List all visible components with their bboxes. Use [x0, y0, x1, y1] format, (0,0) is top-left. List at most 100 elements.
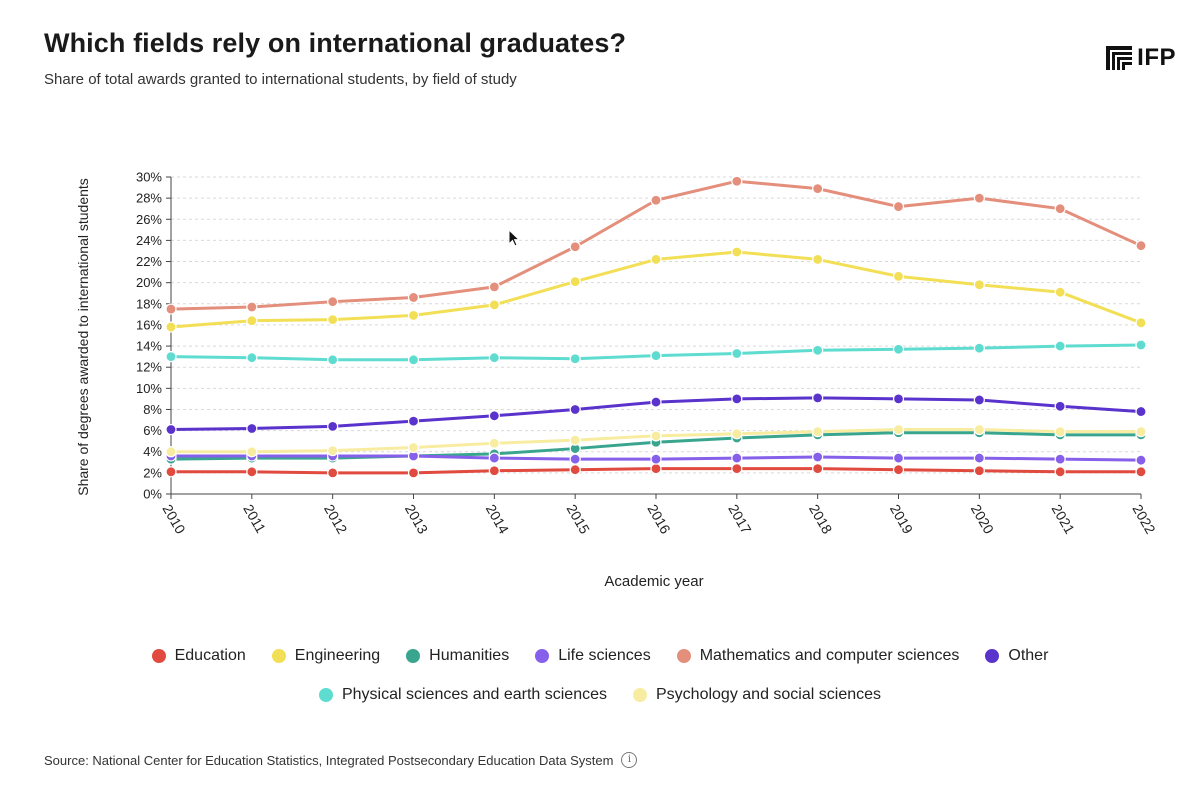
legend-label: Engineering	[294, 647, 381, 664]
y-tick-label: 14%	[136, 339, 162, 354]
data-point-engineering	[731, 246, 743, 258]
x-tick-label: 2019	[887, 502, 917, 537]
y-tick-label: 10%	[136, 381, 162, 396]
y-tick-label: 12%	[136, 360, 162, 375]
data-point-life-sciences	[1135, 454, 1147, 466]
data-point-engineering	[246, 315, 258, 327]
data-point-life-sciences	[973, 452, 985, 464]
y-tick-label: 16%	[136, 317, 162, 332]
data-point-psychology-and-social-sciences	[488, 437, 500, 449]
legend-swatch	[271, 649, 286, 663]
data-point-education	[327, 467, 339, 479]
data-point-mathematics-and-computer-sciences	[569, 241, 581, 253]
y-axis-title: Share of degrees awarded to internationa…	[75, 178, 91, 496]
legend-item[interactable]: Physical sciences and earth sciences	[318, 686, 607, 704]
data-point-mathematics-and-computer-sciences	[892, 200, 905, 213]
y-tick-label: 0%	[143, 487, 162, 502]
y-tick-label: 22%	[136, 254, 162, 269]
legend-item[interactable]: Humanities	[406, 647, 509, 665]
y-tick-label: 18%	[136, 296, 162, 311]
data-point-life-sciences	[650, 453, 662, 465]
data-point-physical-sciences-and-earth-sciences	[246, 352, 258, 364]
x-tick-label: 2011	[240, 502, 269, 536]
x-tick-label: 2012	[321, 502, 351, 537]
data-point-engineering	[650, 253, 662, 266]
data-point-education	[1054, 466, 1066, 478]
mouse-cursor-icon	[508, 229, 521, 247]
data-point-mathematics-and-computer-sciences	[812, 183, 824, 195]
y-tick-label: 2%	[143, 465, 162, 480]
legend-label: Education	[174, 647, 246, 664]
y-tick-label: 6%	[143, 423, 162, 438]
chart-legend: Education Engineering Humanities Life scien…	[0, 640, 1200, 718]
data-point-engineering	[407, 309, 420, 322]
data-point-engineering	[165, 321, 177, 333]
data-point-other	[731, 393, 743, 405]
legend-swatch	[151, 649, 166, 663]
data-point-physical-sciences-and-earth-sciences	[1054, 340, 1066, 352]
ifp-logo-mark-icon	[1106, 46, 1133, 70]
data-point-education	[407, 467, 420, 479]
legend-label: Humanities	[429, 647, 510, 664]
data-point-life-sciences	[892, 452, 905, 464]
data-point-education	[812, 463, 824, 475]
y-tick-label: 24%	[136, 233, 162, 248]
data-point-education	[650, 463, 662, 475]
data-point-psychology-and-social-sciences	[569, 434, 581, 446]
data-point-psychology-and-social-sciences	[165, 446, 177, 458]
x-tick-label: 2021	[1049, 502, 1079, 537]
legend-item[interactable]: Life sciences	[535, 647, 651, 665]
data-point-psychology-and-social-sciences	[246, 446, 258, 458]
legend-row: Education Engineering Humanities Life scien…	[0, 640, 1200, 672]
data-point-education	[246, 466, 258, 478]
data-point-psychology-and-social-sciences	[407, 441, 420, 454]
data-point-education	[488, 465, 500, 477]
data-point-physical-sciences-and-earth-sciences	[327, 354, 339, 366]
data-point-education	[892, 464, 905, 476]
legend-item[interactable]: Mathematics and computer sciences	[676, 647, 959, 665]
legend-label: Physical sciences and earth sciences	[341, 686, 607, 703]
data-point-education	[731, 463, 743, 475]
y-tick-label: 20%	[136, 275, 162, 290]
data-point-physical-sciences-and-earth-sciences	[569, 353, 581, 365]
legend-swatch	[406, 649, 421, 663]
data-point-physical-sciences-and-earth-sciences	[973, 342, 985, 354]
x-tick-label: 2016	[644, 502, 674, 537]
data-point-mathematics-and-computer-sciences	[731, 175, 743, 187]
data-point-mathematics-and-computer-sciences	[973, 192, 985, 204]
data-point-education	[569, 464, 581, 476]
data-point-engineering	[973, 279, 985, 291]
data-point-psychology-and-social-sciences	[973, 423, 985, 436]
data-point-mathematics-and-computer-sciences	[246, 301, 258, 313]
legend-item[interactable]: Psychology and social sciences	[633, 686, 881, 704]
x-tick-label: 2017	[725, 502, 755, 537]
x-tick-label: 2014	[483, 502, 513, 537]
info-icon[interactable]: i	[621, 752, 638, 768]
legend-swatch	[535, 649, 550, 663]
ifp-logo: IFP	[1106, 46, 1176, 70]
data-point-other	[407, 415, 420, 427]
data-point-life-sciences	[731, 452, 743, 464]
y-tick-label: 4%	[143, 444, 162, 459]
y-tick-label: 26%	[136, 212, 162, 227]
legend-label: Life sciences	[558, 647, 651, 664]
data-point-physical-sciences-and-earth-sciences	[407, 354, 420, 366]
data-point-other	[1054, 400, 1066, 412]
data-point-psychology-and-social-sciences	[1135, 426, 1147, 438]
y-tick-label: 8%	[143, 402, 162, 417]
data-point-physical-sciences-and-earth-sciences	[650, 349, 662, 362]
data-point-life-sciences	[569, 453, 581, 465]
data-point-psychology-and-social-sciences	[731, 428, 743, 440]
legend-item[interactable]: Other	[985, 647, 1048, 665]
data-point-psychology-and-social-sciences	[892, 423, 905, 436]
data-point-psychology-and-social-sciences	[812, 426, 824, 438]
legend-item[interactable]: Engineering	[271, 647, 381, 665]
data-point-psychology-and-social-sciences	[327, 445, 339, 457]
legend-swatch	[318, 688, 333, 702]
legend-item[interactable]: Education	[151, 647, 246, 665]
data-point-psychology-and-social-sciences	[650, 430, 662, 442]
legend-swatch	[985, 649, 1000, 663]
data-point-mathematics-and-computer-sciences	[488, 281, 500, 293]
data-point-other	[165, 423, 177, 436]
ifp-logo-text: IFP	[1137, 44, 1176, 71]
